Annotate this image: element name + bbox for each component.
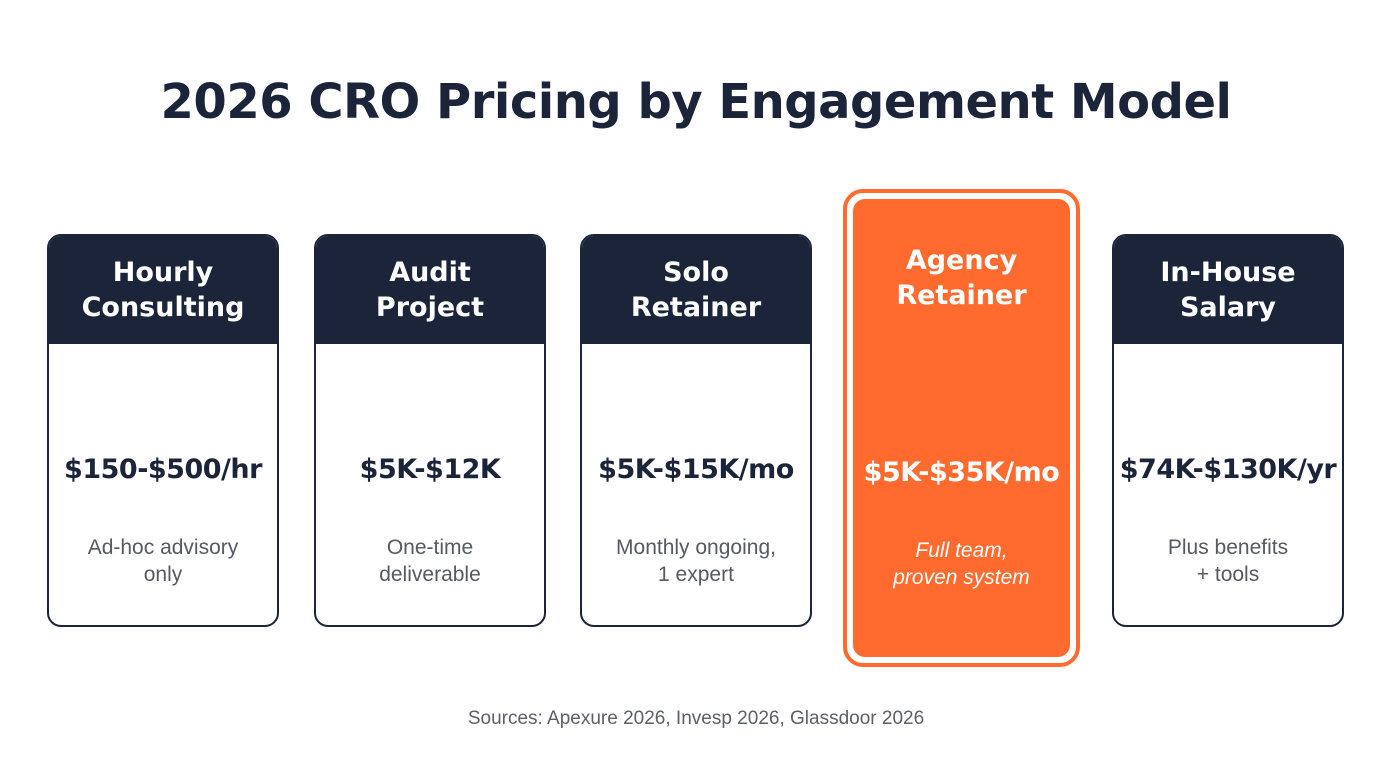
card-name-line1: Audit <box>389 257 471 288</box>
pricing-card-hourly-consulting: Hourly Consulting $150-$500/hr Ad-hoc ad… <box>47 234 279 627</box>
card-header: Audit Project <box>316 236 544 344</box>
card-desc-line1: Ad-hoc advisory <box>87 536 239 559</box>
card-desc-line1: Full team, <box>915 539 1008 562</box>
card-desc-line1: Monthly ongoing, <box>616 536 776 559</box>
card-description: One-time deliverable <box>316 534 544 588</box>
card-name-line1: Hourly <box>112 257 214 288</box>
card-name-line1: Solo <box>663 257 729 288</box>
page-title: 2026 CRO Pricing by Engagement Model <box>160 74 1232 130</box>
card-name-line1: Agency <box>905 245 1018 276</box>
card-desc-line2: proven system <box>893 566 1030 589</box>
card-price: $5K-$35K/mo <box>863 457 1060 488</box>
card-desc-line1: One-time <box>386 536 474 559</box>
card-description: Full team, proven system <box>853 537 1070 591</box>
card-description: Plus benefits + tools <box>1114 534 1342 588</box>
card-name-line2: Salary <box>1179 292 1277 323</box>
card-name-line1: In-House <box>1160 257 1296 288</box>
card-description: Monthly ongoing, 1 expert <box>582 534 810 588</box>
card-description: Ad-hoc advisory only <box>49 534 277 588</box>
card-header: Solo Retainer <box>582 236 810 344</box>
pricing-card-agency-retainer: Agency Retainer $5K-$35K/mo Full team, p… <box>843 189 1080 667</box>
card-name-line2: Project <box>375 292 485 323</box>
pricing-card-in-house-salary: In-House Salary $74K-$130K/yr Plus benef… <box>1112 234 1344 627</box>
card-desc-line2: 1 expert <box>658 563 734 586</box>
pricing-card-solo-retainer: Solo Retainer $5K-$15K/mo Monthly ongoin… <box>580 234 812 627</box>
card-price: $5K-$12K <box>359 454 501 485</box>
card-desc-line2: deliverable <box>379 563 481 586</box>
featured-card-body: Agency Retainer $5K-$35K/mo Full team, p… <box>853 199 1070 657</box>
card-header: In-House Salary <box>1114 236 1342 344</box>
card-desc-line2: only <box>143 563 183 586</box>
card-price: $5K-$15K/mo <box>598 454 794 485</box>
card-name-line2: Consulting <box>81 292 245 323</box>
card-header: Hourly Consulting <box>49 236 277 344</box>
card-name-line2: Retainer <box>896 280 1027 311</box>
card-name-line2: Retainer <box>630 292 762 323</box>
card-price: $150-$500/hr <box>64 454 262 485</box>
pricing-card-audit-project: Audit Project $5K-$12K One-time delivera… <box>314 234 546 627</box>
card-desc-line2: + tools <box>1196 563 1260 586</box>
sources-footnote: Sources: Apexure 2026, Invesp 2026, Glas… <box>467 708 925 729</box>
card-price: $74K-$130K/yr <box>1119 454 1337 485</box>
card-desc-line1: Plus benefits <box>1167 536 1289 559</box>
card-header: Agency Retainer <box>853 243 1070 313</box>
